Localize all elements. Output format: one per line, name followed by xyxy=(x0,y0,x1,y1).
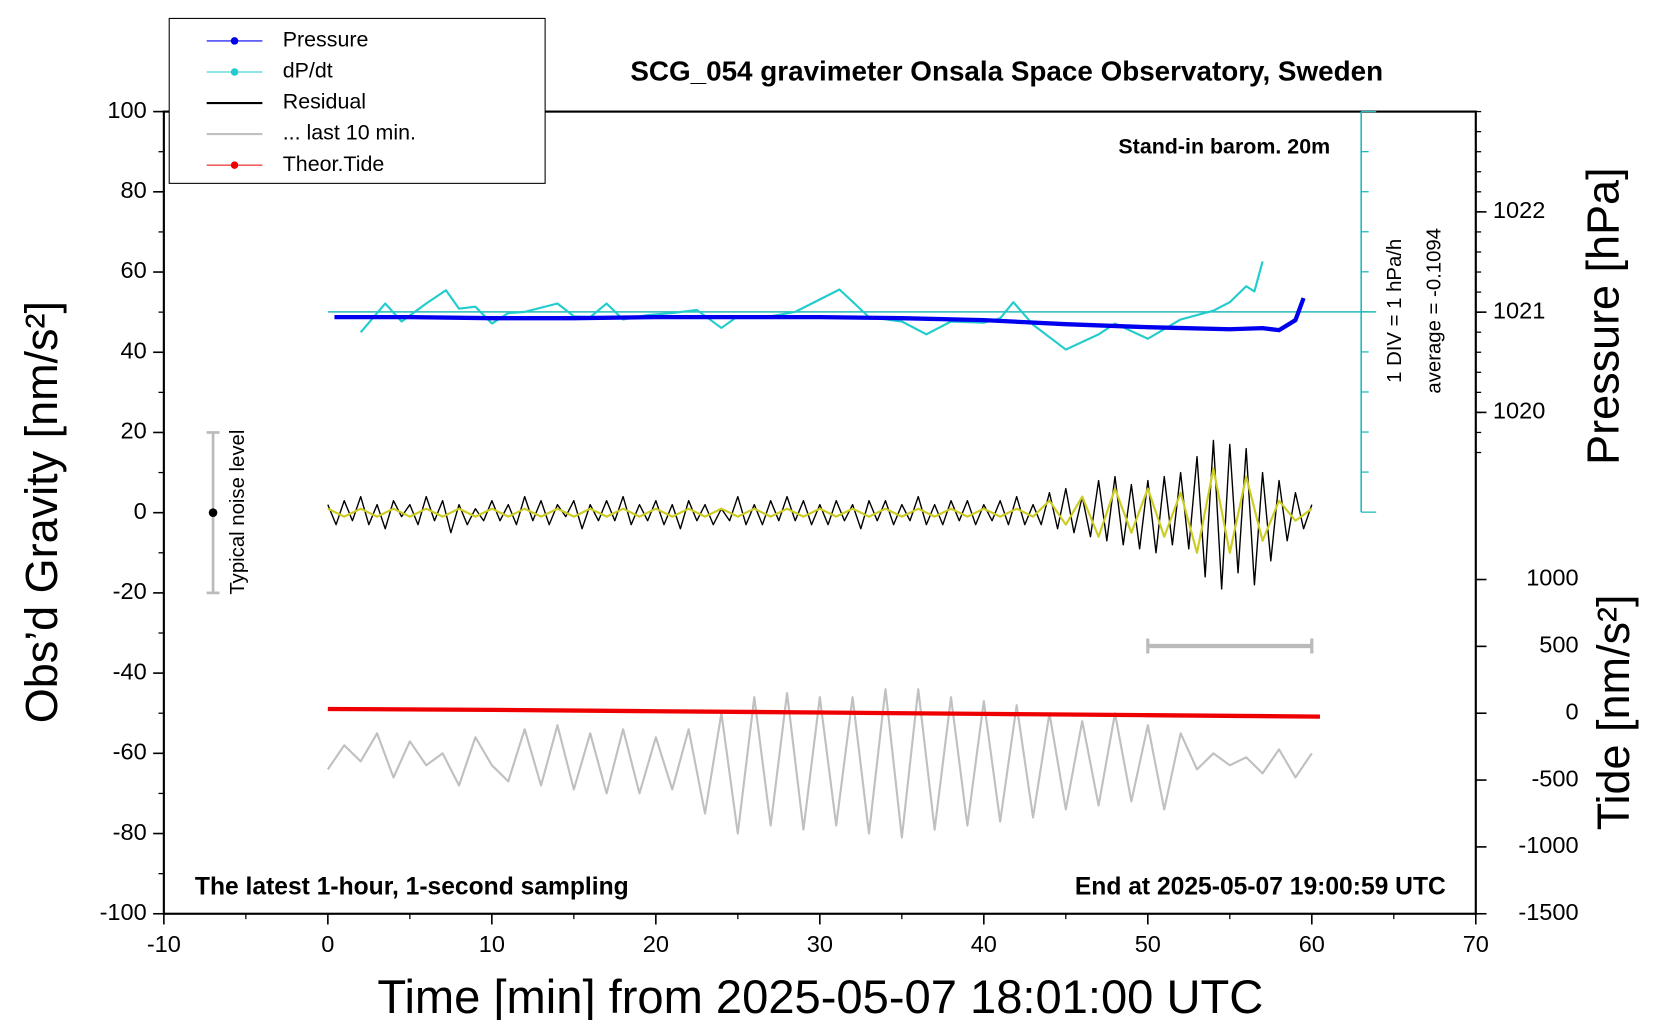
y3-tick-label: -1000 xyxy=(1518,832,1578,858)
series-line xyxy=(334,297,1306,333)
y-tick-label: 0 xyxy=(134,498,147,524)
y-tick-label: 40 xyxy=(121,337,147,363)
x-axis-label: Time [min] from 2025-05-07 18:01:00 UTC xyxy=(377,970,1263,1020)
y-tick-label: 20 xyxy=(121,418,147,444)
y2-tick-label: 1020 xyxy=(1493,398,1545,424)
chart-title: SCG_054 gravimeter Onsala Space Observat… xyxy=(630,55,1383,86)
y-tick-label: -80 xyxy=(113,819,147,845)
y3-tick-label: 0 xyxy=(1565,698,1578,724)
legend-marker xyxy=(230,37,239,45)
y-tick-label: 80 xyxy=(121,177,147,203)
x-tick-label: 20 xyxy=(643,931,669,957)
y3-tick-label: 500 xyxy=(1539,632,1578,658)
note-right: End at 2025-05-07 19:00:59 UTC xyxy=(1075,874,1446,901)
y3-tick-label: 1000 xyxy=(1526,565,1578,591)
legend-label: Pressure xyxy=(283,28,369,52)
x-tick-label: -10 xyxy=(147,931,181,957)
legend-label: dP/dt xyxy=(283,59,333,83)
y3-tick-label: -500 xyxy=(1531,765,1578,791)
y-tick-label: 100 xyxy=(107,97,146,123)
x-tick-label: 30 xyxy=(807,931,833,957)
note-left: The latest 1-hour, 1-second sampling xyxy=(195,874,629,901)
x-tick-label: 70 xyxy=(1463,931,1489,957)
legend-box xyxy=(168,17,546,184)
y-tick-label: -100 xyxy=(100,899,147,925)
y-tick-label: 60 xyxy=(121,257,147,283)
x-tick-label: 40 xyxy=(971,931,997,957)
y2-axis-label: Pressure [hPa] xyxy=(1577,167,1628,464)
legend-marker xyxy=(230,161,239,169)
y-axis-label: Obs’d Gravity [nm/s²] xyxy=(16,301,67,723)
legend-label: Residual xyxy=(283,90,366,114)
x-tick-label: 0 xyxy=(321,931,334,957)
legend-label: Theor.Tide xyxy=(283,152,385,176)
dpdt-average-label: average = -0.1094 xyxy=(1423,228,1445,394)
series-line xyxy=(327,467,1313,554)
noise-level-center xyxy=(208,508,218,517)
dpdt-scale-label: 1 DIV = 1 hPa/h xyxy=(1384,239,1406,383)
x-tick-label: 50 xyxy=(1135,931,1161,957)
subtitle: Stand-in barom. 20m xyxy=(1118,135,1330,159)
series-line xyxy=(326,688,1313,839)
y2-tick-label: 1021 xyxy=(1493,297,1545,323)
series-line xyxy=(327,706,1320,719)
legend-label: ... last 10 min. xyxy=(283,121,416,145)
noise-level-label: Typical noise level xyxy=(227,430,249,595)
series-line xyxy=(327,439,1313,590)
legend-marker xyxy=(230,68,239,76)
y-tick-label: -40 xyxy=(113,658,147,684)
x-tick-label: 10 xyxy=(479,931,505,957)
y-tick-label: -20 xyxy=(113,578,147,604)
y3-tick-label: -1500 xyxy=(1518,899,1578,925)
x-tick-label: 60 xyxy=(1299,931,1325,957)
y-tick-label: -60 xyxy=(113,739,147,765)
y2-tick-label: 1022 xyxy=(1493,197,1545,223)
y3-axis-label: Tide [nm/s²] xyxy=(1588,595,1639,831)
